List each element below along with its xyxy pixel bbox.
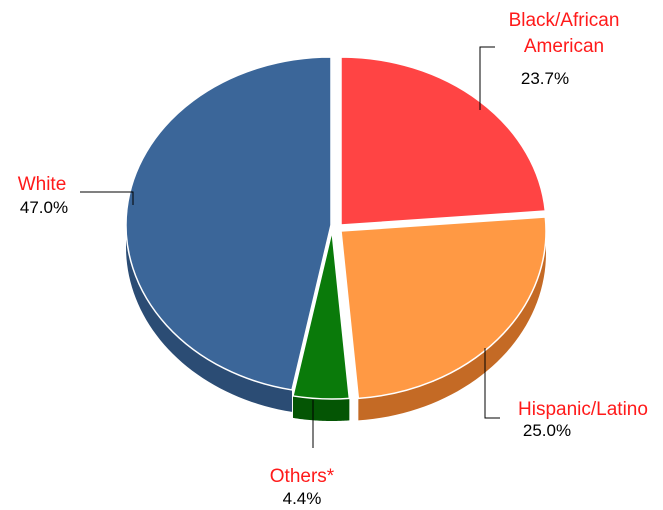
value-white: 47.0% <box>20 198 68 217</box>
pie-tops <box>125 56 547 400</box>
slice-others <box>292 230 351 400</box>
label-others: Others* <box>270 466 335 487</box>
leader-black <box>479 46 495 110</box>
label-black-line1: Black/African <box>509 10 620 31</box>
slice-white <box>125 56 332 391</box>
label-white: White <box>18 174 67 195</box>
slice-black <box>340 56 547 226</box>
slice-side-hispanic <box>358 231 546 421</box>
value-black: 23.7% <box>521 69 569 88</box>
slice-side-others <box>292 395 350 421</box>
label-hispanic: Hispanic/Latino <box>518 399 648 420</box>
slice-hispanic <box>340 216 547 400</box>
leader-hispanic <box>484 348 500 419</box>
label-black-line2: American <box>524 36 604 57</box>
value-others: 4.4% <box>283 489 322 508</box>
pie-sides <box>126 225 546 421</box>
value-hispanic: 25.0% <box>523 421 571 440</box>
leader-white <box>80 191 134 205</box>
slice-side-white <box>126 225 292 412</box>
